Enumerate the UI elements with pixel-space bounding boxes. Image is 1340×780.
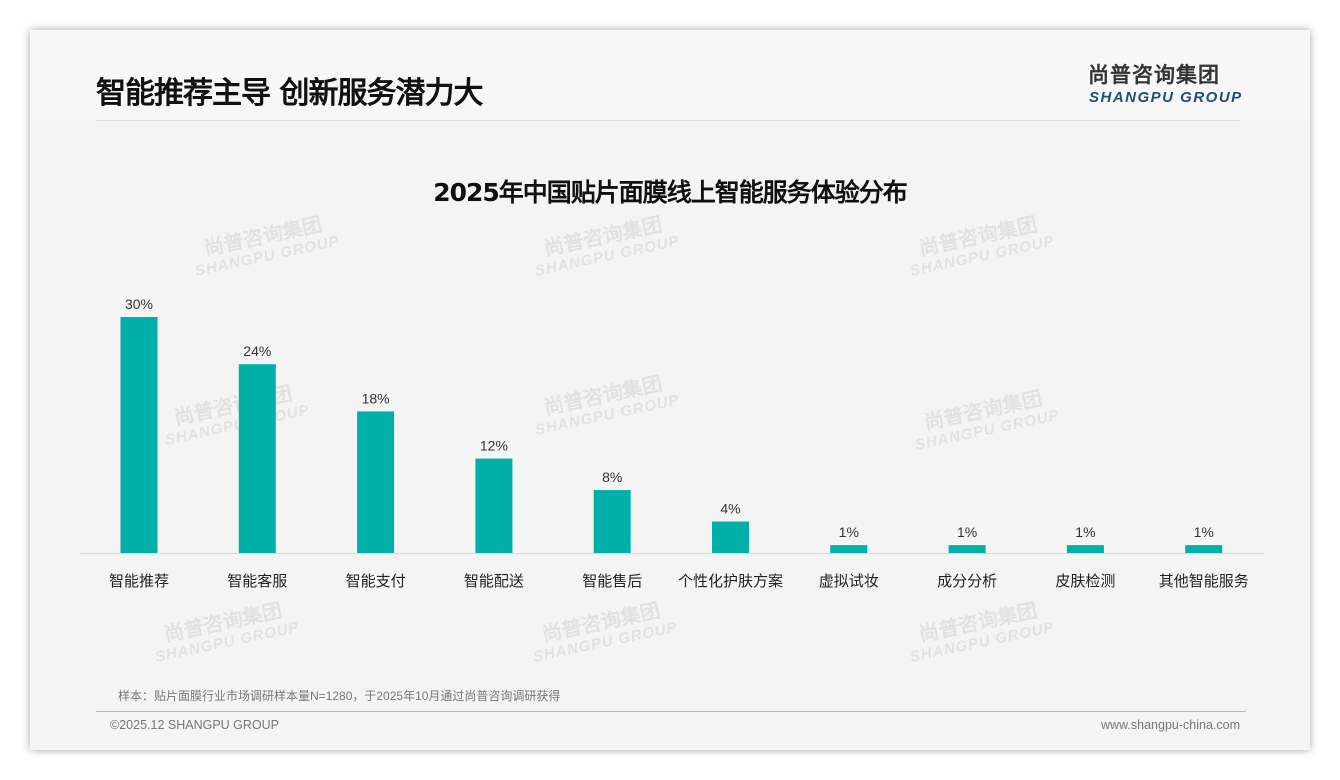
data-label: 8% xyxy=(602,469,622,485)
category-label: 虚拟试妆 xyxy=(819,572,879,590)
category-label: 智能售后 xyxy=(582,572,642,590)
category-label: 智能配送 xyxy=(464,572,524,590)
bar xyxy=(1185,545,1223,553)
category-label: 成分分析 xyxy=(937,572,997,590)
data-label: 1% xyxy=(1075,524,1095,540)
page-title: 智能推荐主导 创新服务潜力大 xyxy=(96,76,483,111)
bar xyxy=(120,317,158,553)
data-label: 30% xyxy=(125,296,153,312)
category-label: 皮肤检测 xyxy=(1055,572,1115,590)
category-label: 个性化护肤方案 xyxy=(678,572,783,590)
sample-note: 样本：贴片面膜行业市场调研样本量N=1280，于2025年10月通过尚普咨询调研… xyxy=(118,689,561,703)
header xyxy=(30,30,1310,120)
bar xyxy=(357,411,395,553)
website-link[interactable]: www.shangpu-china.com xyxy=(1101,718,1240,732)
divider xyxy=(96,120,1240,121)
bar xyxy=(475,458,513,553)
copyright: ©2025.12 SHANGPU GROUP xyxy=(110,718,279,732)
category-label: 智能客服 xyxy=(227,572,287,590)
bar xyxy=(593,490,631,553)
data-label: 24% xyxy=(243,343,271,359)
category-label: 智能推荐 xyxy=(109,572,169,590)
bar xyxy=(238,364,276,553)
data-label: 1% xyxy=(839,524,859,540)
data-label: 12% xyxy=(480,438,508,454)
data-label: 18% xyxy=(362,390,390,406)
data-label: 1% xyxy=(957,524,977,540)
logo-cn: 尚普咨询集团 xyxy=(1088,63,1220,87)
footer-divider xyxy=(96,711,1246,712)
bar xyxy=(830,545,868,553)
bar xyxy=(948,545,986,553)
logo-en: SHANGPU GROUP xyxy=(1089,89,1243,106)
category-label: 智能支付 xyxy=(346,572,406,590)
bar xyxy=(1066,545,1104,553)
category-label: 其他智能服务 xyxy=(1159,572,1249,590)
data-label: 1% xyxy=(1194,524,1214,540)
bar xyxy=(712,521,749,553)
data-label: 4% xyxy=(720,501,740,517)
chart-title: 2025年中国贴片面膜线上智能服务体验分布 xyxy=(433,178,908,207)
